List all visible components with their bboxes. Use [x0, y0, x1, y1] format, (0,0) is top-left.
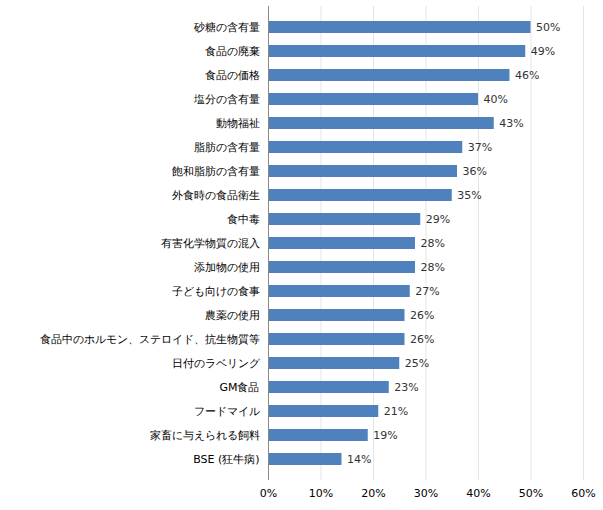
svg-text:28%: 28%: [421, 237, 445, 250]
svg-text:36%: 36%: [463, 165, 487, 178]
svg-text:25%: 25%: [405, 357, 429, 370]
svg-text:50%: 50%: [536, 21, 560, 34]
svg-text:35%: 35%: [457, 189, 481, 202]
svg-text:23%: 23%: [394, 381, 418, 394]
svg-text:28%: 28%: [421, 261, 445, 274]
svg-text:食中毒: 食中毒: [227, 213, 260, 226]
svg-text:60%: 60%: [571, 487, 595, 500]
svg-text:食品の価格: 食品の価格: [205, 69, 260, 82]
svg-text:29%: 29%: [426, 213, 450, 226]
svg-text:食品の廃棄: 食品の廃棄: [205, 45, 260, 58]
svg-text:家畜に与えられる飼料: 家畜に与えられる飼料: [150, 429, 260, 442]
svg-text:0%: 0%: [260, 487, 277, 500]
svg-text:30%: 30%: [414, 487, 438, 500]
svg-text:40%: 40%: [484, 93, 508, 106]
svg-text:26%: 26%: [410, 309, 434, 322]
svg-text:添加物の使用: 添加物の使用: [194, 261, 260, 274]
svg-text:GM食品: GM食品: [219, 381, 259, 394]
svg-text:食品中のホルモン、ステロイド、抗生物質等: 食品中のホルモン、ステロイド、抗生物質等: [40, 333, 260, 346]
svg-text:37%: 37%: [468, 141, 492, 154]
svg-text:脂肪の含有量: 脂肪の含有量: [194, 141, 260, 154]
svg-text:43%: 43%: [499, 117, 523, 130]
svg-text:有害化学物質の混入: 有害化学物質の混入: [161, 237, 260, 250]
svg-text:27%: 27%: [415, 285, 439, 298]
svg-text:46%: 46%: [515, 69, 539, 82]
svg-text:10%: 10%: [309, 487, 333, 500]
svg-text:21%: 21%: [384, 405, 408, 418]
svg-text:砂糖の含有量: 砂糖の含有量: [193, 21, 260, 34]
svg-text:塩分の含有量: 塩分の含有量: [193, 93, 260, 106]
svg-text:BSE (狂牛病): BSE (狂牛病): [193, 453, 259, 466]
svg-text:農薬の使用: 農薬の使用: [205, 309, 260, 322]
svg-text:フードマイル: フードマイル: [194, 405, 260, 418]
svg-text:14%: 14%: [347, 453, 371, 466]
svg-text:26%: 26%: [410, 333, 434, 346]
svg-text:50%: 50%: [519, 487, 543, 500]
svg-text:40%: 40%: [466, 487, 490, 500]
svg-text:外食時の食品衛生: 外食時の食品衛生: [172, 189, 260, 202]
svg-text:子ども向けの食事: 子ども向けの食事: [172, 285, 260, 298]
svg-text:日付のラベリング: 日付のラベリング: [172, 357, 261, 370]
svg-text:19%: 19%: [373, 429, 397, 442]
svg-text:20%: 20%: [361, 487, 385, 500]
svg-text:動物福祉: 動物福祉: [216, 117, 260, 130]
svg-text:飽和脂肪の含有量: 飽和脂肪の含有量: [172, 165, 260, 178]
svg-text:49%: 49%: [531, 45, 555, 58]
